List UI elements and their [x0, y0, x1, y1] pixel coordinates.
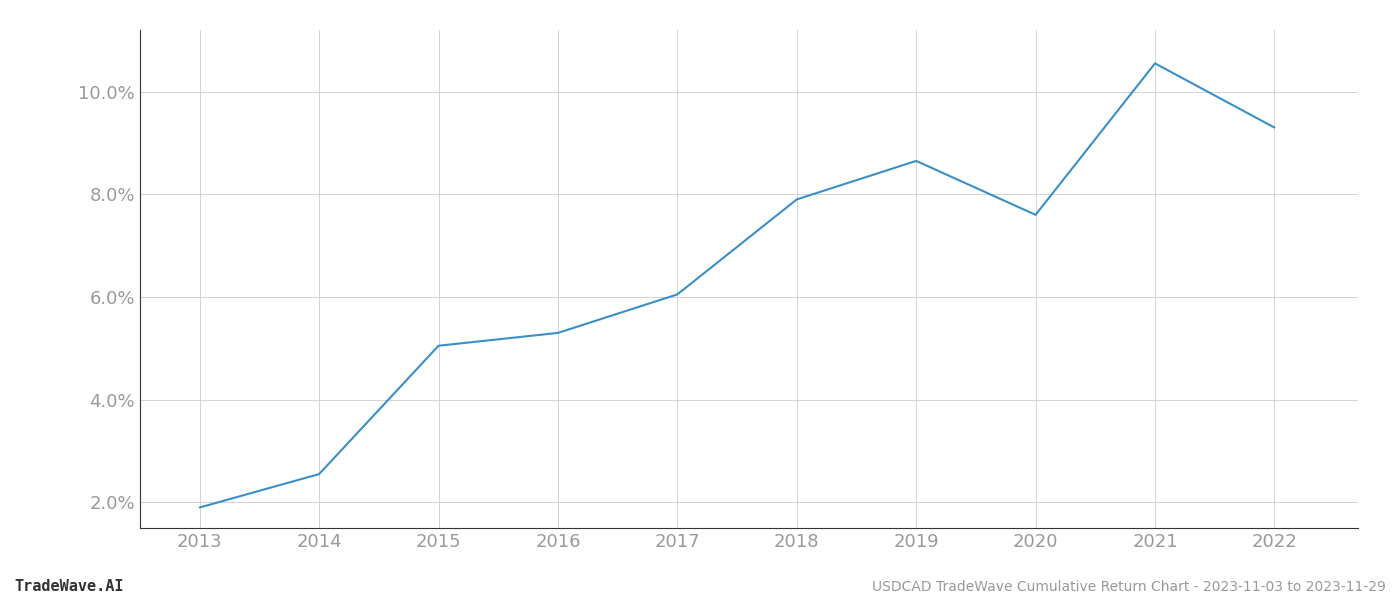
- Text: USDCAD TradeWave Cumulative Return Chart - 2023-11-03 to 2023-11-29: USDCAD TradeWave Cumulative Return Chart…: [872, 580, 1386, 594]
- Text: TradeWave.AI: TradeWave.AI: [14, 579, 123, 594]
